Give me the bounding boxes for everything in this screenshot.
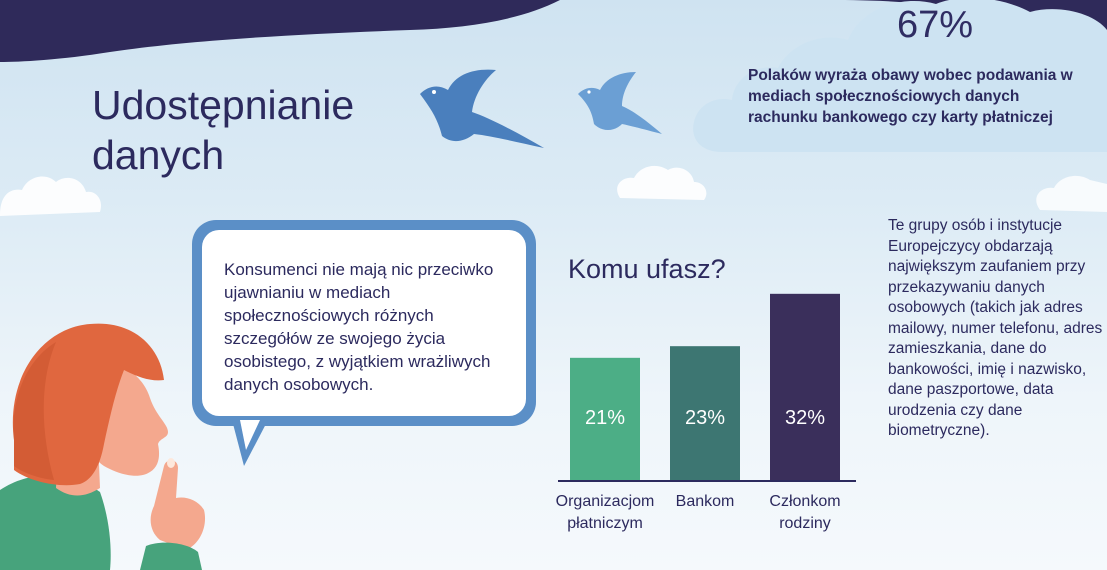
bird-icon bbox=[420, 69, 544, 148]
page-title: Udostępnianie danych bbox=[92, 82, 355, 178]
sleeve bbox=[140, 542, 202, 570]
fingernail bbox=[167, 458, 175, 468]
speech-bubble-text: Konsumenci nie mają nic przeciwko ujawni… bbox=[224, 260, 494, 394]
stat-description: Polaków wyraża obawy wobec podawania w m… bbox=[748, 67, 1073, 126]
category-label: Organizacjom płatniczym bbox=[556, 493, 655, 532]
bar-3 bbox=[770, 293, 840, 480]
hair-shadow bbox=[13, 342, 57, 480]
bird-icon bbox=[578, 72, 662, 134]
speech-bubble-tail bbox=[232, 420, 268, 466]
cloud-icon bbox=[617, 165, 707, 200]
top-wave-left bbox=[0, 0, 560, 62]
bar-value-label: 32% bbox=[785, 407, 825, 429]
shirt bbox=[0, 475, 111, 570]
cloud-icon bbox=[0, 176, 102, 216]
bar-value-label: 23% bbox=[685, 407, 725, 429]
category-label: Członkom rodziny bbox=[769, 493, 840, 532]
hair bbox=[12, 323, 164, 486]
category-label: Bankom bbox=[676, 493, 735, 510]
bar-1 bbox=[570, 357, 640, 480]
hand bbox=[150, 460, 206, 550]
bar-chart: 21% Organizacjom płatniczym 23% Bankom 32% Czł… bbox=[556, 293, 856, 532]
bar-2 bbox=[670, 346, 740, 480]
speech-bubble-body: Konsumenci nie mają nic przeciwko ujawni… bbox=[202, 230, 526, 416]
top-wave-right bbox=[820, 0, 1107, 40]
cloud-icon bbox=[1036, 175, 1107, 212]
chart-title: Komu ufasz? bbox=[568, 254, 726, 284]
person-illustration bbox=[0, 323, 206, 570]
trust-description: Te grupy osób i instytucje Europejczycy … bbox=[888, 217, 1103, 439]
bar-value-label: 21% bbox=[585, 407, 625, 429]
stat-percent: 67% bbox=[896, 4, 974, 46]
speech-bubble: Konsumenci nie mają nic przeciwko ujawni… bbox=[192, 220, 536, 426]
cloud-icon bbox=[693, 0, 1107, 152]
